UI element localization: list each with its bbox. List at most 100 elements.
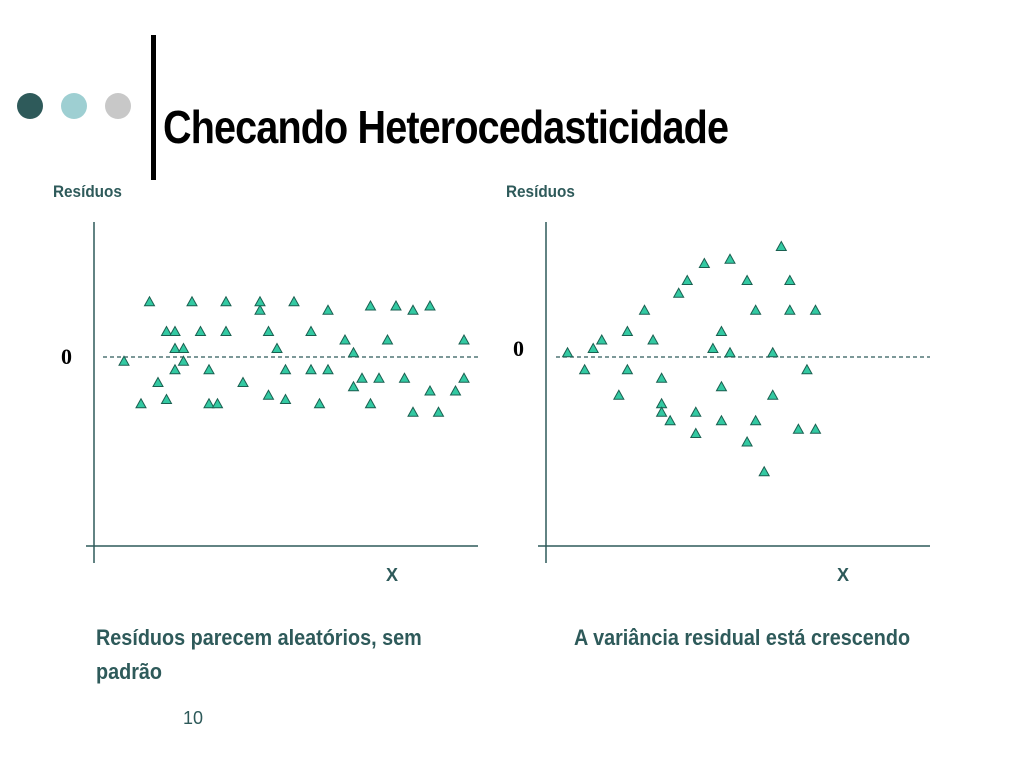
decor-dot-1	[17, 93, 43, 119]
left-x-axis-label: X	[386, 565, 399, 585]
residual-point	[621, 363, 634, 375]
residual-point	[220, 325, 232, 336]
residual-point	[118, 355, 130, 366]
residual-point	[741, 435, 753, 447]
residual-point	[220, 295, 232, 307]
residual-point	[749, 304, 762, 315]
residual-point	[809, 304, 822, 315]
residual-point	[681, 274, 694, 285]
residual-point	[432, 406, 445, 417]
residual-point	[398, 372, 411, 383]
residual-point	[262, 325, 275, 336]
residual-point	[135, 397, 147, 409]
left-y-axis-label: Resíduos	[53, 182, 122, 201]
residual-point	[160, 393, 173, 404]
residual-point	[595, 333, 608, 345]
residual-point	[373, 372, 385, 383]
residual-point	[689, 406, 702, 417]
residual-point	[587, 342, 600, 353]
residual-point	[578, 363, 591, 375]
residual-point	[724, 253, 736, 264]
residual-point	[424, 384, 436, 396]
residual-point	[784, 304, 796, 315]
right-x-axis-label: X	[837, 565, 850, 585]
left-zero-label: 0	[61, 344, 72, 369]
residual-point	[356, 372, 368, 383]
residual-point	[262, 389, 275, 400]
residual-point	[758, 465, 771, 477]
right-caption: A variância residual está crescendo	[574, 625, 911, 650]
decor-dot-2	[61, 93, 87, 119]
residual-point	[766, 346, 779, 358]
residual-point	[672, 287, 685, 298]
residual-point	[766, 389, 779, 400]
residual-point	[449, 384, 462, 396]
residual-point	[458, 333, 470, 345]
residual-point	[313, 397, 326, 409]
residual-point	[749, 414, 762, 426]
residual-point	[169, 342, 181, 353]
residual-point	[322, 304, 334, 315]
residual-point	[655, 406, 668, 417]
residual-point	[203, 363, 215, 375]
residual-point	[407, 406, 419, 417]
left-caption-line-2: padrão	[96, 659, 163, 684]
residual-point	[741, 274, 753, 285]
residual-point	[809, 423, 822, 434]
right-zero-label: 0	[513, 336, 524, 361]
residual-point	[724, 346, 736, 358]
residual-point	[561, 346, 574, 358]
residual-point	[177, 355, 190, 366]
residual-point	[203, 397, 215, 409]
residual-point	[689, 427, 702, 438]
residual-point	[364, 397, 377, 409]
residual-point	[458, 372, 470, 383]
residual-point	[715, 325, 728, 336]
residual-point	[655, 372, 668, 383]
left-caption: Resíduos parecem aleatórios, sem padrão	[96, 621, 422, 689]
residual-point	[364, 299, 377, 311]
residual-point	[322, 363, 334, 375]
residual-point	[305, 363, 317, 375]
residual-point	[339, 333, 351, 345]
residual-point	[254, 304, 266, 315]
residual-point	[792, 423, 805, 434]
residual-point	[254, 295, 266, 307]
residual-point	[698, 257, 711, 268]
residual-point	[169, 325, 181, 336]
residual-point	[775, 240, 788, 251]
residual-point	[715, 380, 728, 392]
residual-point	[347, 346, 360, 358]
residual-point	[664, 414, 676, 426]
residual-point	[160, 325, 173, 336]
residual-point	[194, 325, 207, 336]
residual-point	[784, 274, 796, 285]
residual-point	[638, 304, 651, 315]
residual-point	[707, 342, 719, 353]
residual-point	[390, 299, 402, 311]
residual-point	[177, 342, 190, 353]
residual-point	[169, 363, 181, 375]
residual-point	[143, 295, 156, 307]
residual-point	[801, 363, 813, 375]
left-caption-line-1: Resíduos parecem aleatórios, sem	[96, 625, 422, 650]
slide-title: Checando Heterocedasticidade	[163, 101, 729, 153]
residual-point	[211, 397, 224, 409]
residual-point	[305, 325, 317, 336]
residual-point	[279, 393, 292, 404]
residual-point	[271, 342, 283, 353]
residual-point	[152, 376, 164, 387]
residual-point	[347, 380, 360, 392]
residual-point	[621, 325, 634, 336]
residual-point	[186, 295, 198, 307]
residual-point	[381, 333, 394, 345]
title-divider-bar	[151, 35, 156, 180]
residual-point	[279, 363, 292, 375]
residual-point	[613, 389, 625, 400]
residual-point	[237, 376, 249, 387]
residual-point	[715, 414, 728, 426]
residual-point	[407, 304, 419, 315]
residual-point	[424, 299, 436, 311]
